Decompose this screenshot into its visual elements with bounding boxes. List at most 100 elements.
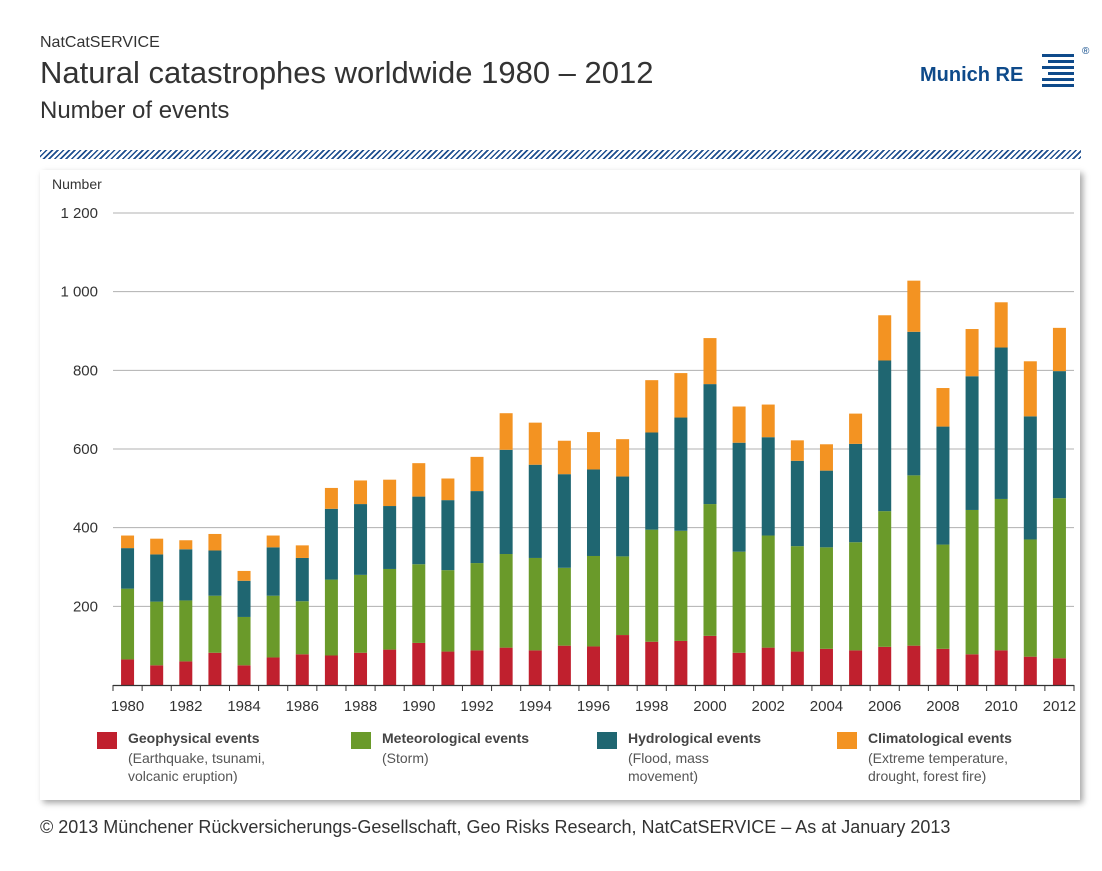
bar-hydrological-1980 [121, 548, 135, 589]
bar-hydrological-2008 [936, 426, 950, 545]
bar-hydrological-2002 [761, 437, 775, 536]
legend-title-meteorological: Meteorological events [382, 730, 530, 746]
bar-climatological-1986 [295, 545, 309, 558]
bar-geophysical-1982 [179, 661, 193, 685]
bar-meteorological-1999 [674, 530, 688, 641]
bar-meteorological-2005 [849, 542, 863, 651]
bar-geophysical-2007 [907, 645, 921, 685]
bar-geophysical-1999 [674, 640, 688, 685]
bar-climatological-1980 [121, 535, 135, 549]
bar-climatological-1994 [528, 422, 542, 465]
bar-hydrological-2001 [732, 442, 746, 552]
x-tick-label: 1992 [460, 698, 493, 715]
bar-climatological-1981 [150, 538, 164, 555]
bar-meteorological-2008 [936, 544, 950, 649]
bar-hydrological-1995 [557, 474, 571, 568]
x-tick-label: 2012 [1043, 698, 1076, 715]
x-tick-label: 1990 [402, 698, 435, 715]
logo-text: Munich RE [920, 64, 1024, 86]
bar-geophysical-2002 [761, 647, 775, 685]
chart-panel: Number 200 400 600 800 1 000 1 200 1980 1982 1984… [40, 170, 1080, 800]
bar-climatological-2000 [703, 338, 717, 385]
bar-meteorological-2001 [732, 551, 746, 653]
legend-swatch-geophysical [97, 732, 117, 749]
legend-title-hydrological: Hydrological events [628, 730, 762, 746]
y-tick-label: 200 [73, 598, 98, 615]
legend-swatch-meteorological [351, 732, 371, 749]
legend-desc-hydrological: (Flood, mass movement) [628, 750, 709, 784]
bar-climatological-1983 [208, 533, 222, 551]
bar-climatological-2001 [732, 406, 746, 443]
legend-swatch-hydrological [597, 732, 617, 749]
service-name: NatCatSERVICE [40, 34, 160, 51]
bar-climatological-2007 [907, 280, 921, 332]
bar-meteorological-2000 [703, 504, 717, 636]
bar-climatological-1985 [266, 535, 280, 548]
bar-climatological-2008 [936, 388, 950, 427]
bar-geophysical-1980 [121, 659, 135, 685]
x-tick-label: 1986 [286, 698, 319, 715]
bar-meteorological-1992 [470, 563, 484, 651]
bar-geophysical-1986 [295, 654, 309, 685]
legend-swatch-climatological [837, 732, 857, 749]
bar-meteorological-2004 [819, 547, 833, 649]
bar-hydrological-1986 [295, 557, 309, 602]
bar-geophysical-1981 [150, 665, 164, 685]
legend-desc-meteorological: (Storm) [382, 750, 429, 766]
bar-climatological-2012 [1052, 327, 1066, 372]
legend-title-climatological: Climatological events [868, 730, 1012, 746]
bar-hydrological-2012 [1052, 371, 1066, 499]
bar-meteorological-2009 [965, 509, 979, 655]
bar-climatological-1996 [587, 432, 600, 470]
bar-hydrological-1999 [674, 417, 688, 531]
header-divider [40, 150, 1081, 159]
bar-hydrological-1998 [645, 432, 659, 530]
bar-geophysical-1995 [557, 645, 571, 685]
x-tick-label: 2002 [752, 698, 785, 715]
bar-meteorological-1997 [616, 556, 630, 636]
bar-meteorological-2010 [994, 498, 1008, 651]
bar-climatological-2010 [994, 302, 1008, 348]
bar-geophysical-1997 [616, 635, 630, 685]
bar-meteorological-1984 [237, 616, 251, 666]
bar-meteorological-2007 [907, 475, 921, 646]
bar-geophysical-1998 [645, 641, 659, 685]
x-tick-label: 1982 [169, 698, 202, 715]
bar-climatological-1982 [179, 540, 193, 550]
stacked-bar-chart: Number 200 400 600 800 1 000 1 200 1980 1982 1984… [52, 176, 1076, 715]
bar-meteorological-2006 [878, 511, 892, 647]
bar-hydrological-2009 [965, 376, 979, 510]
bar-hydrological-2000 [703, 384, 717, 505]
bar-geophysical-2000 [703, 635, 717, 685]
bar-geophysical-1990 [412, 642, 426, 685]
bar-geophysical-2009 [965, 654, 979, 685]
y-tick-label: 1 200 [60, 205, 98, 222]
x-tick-label: 2006 [868, 698, 901, 715]
bar-meteorological-1987 [324, 579, 338, 656]
legend-desc-geophysical: (Earthquake, tsunami, volcanic eruption) [128, 750, 265, 784]
bar-climatological-1989 [383, 479, 397, 507]
bar-geophysical-1983 [208, 652, 222, 685]
bar-hydrological-1991 [441, 500, 455, 571]
bar-hydrological-1989 [383, 506, 397, 569]
bar-geophysical-1996 [587, 646, 600, 685]
bar-hydrological-1984 [237, 580, 251, 617]
bar-geophysical-1987 [324, 655, 338, 685]
x-tick-label: 1988 [344, 698, 377, 715]
bar-climatological-1988 [354, 480, 368, 505]
bar-meteorological-1995 [557, 567, 571, 646]
y-axis-label: Number [52, 176, 102, 192]
bar-climatological-1995 [557, 440, 571, 475]
bar-climatological-2011 [1023, 361, 1037, 417]
bar-meteorological-1989 [383, 568, 397, 650]
chart-subtitle: Number of events [40, 97, 230, 124]
bar-hydrological-1988 [354, 504, 368, 575]
bar-meteorological-1998 [645, 529, 659, 642]
y-tick-label: 600 [73, 441, 98, 458]
bar-climatological-1992 [470, 456, 484, 492]
bar-hydrological-1982 [179, 549, 193, 601]
bar-hydrological-1983 [208, 550, 222, 596]
bar-geophysical-2006 [878, 646, 892, 685]
bar-geophysical-1984 [237, 665, 251, 685]
bar-geophysical-1985 [266, 657, 280, 685]
